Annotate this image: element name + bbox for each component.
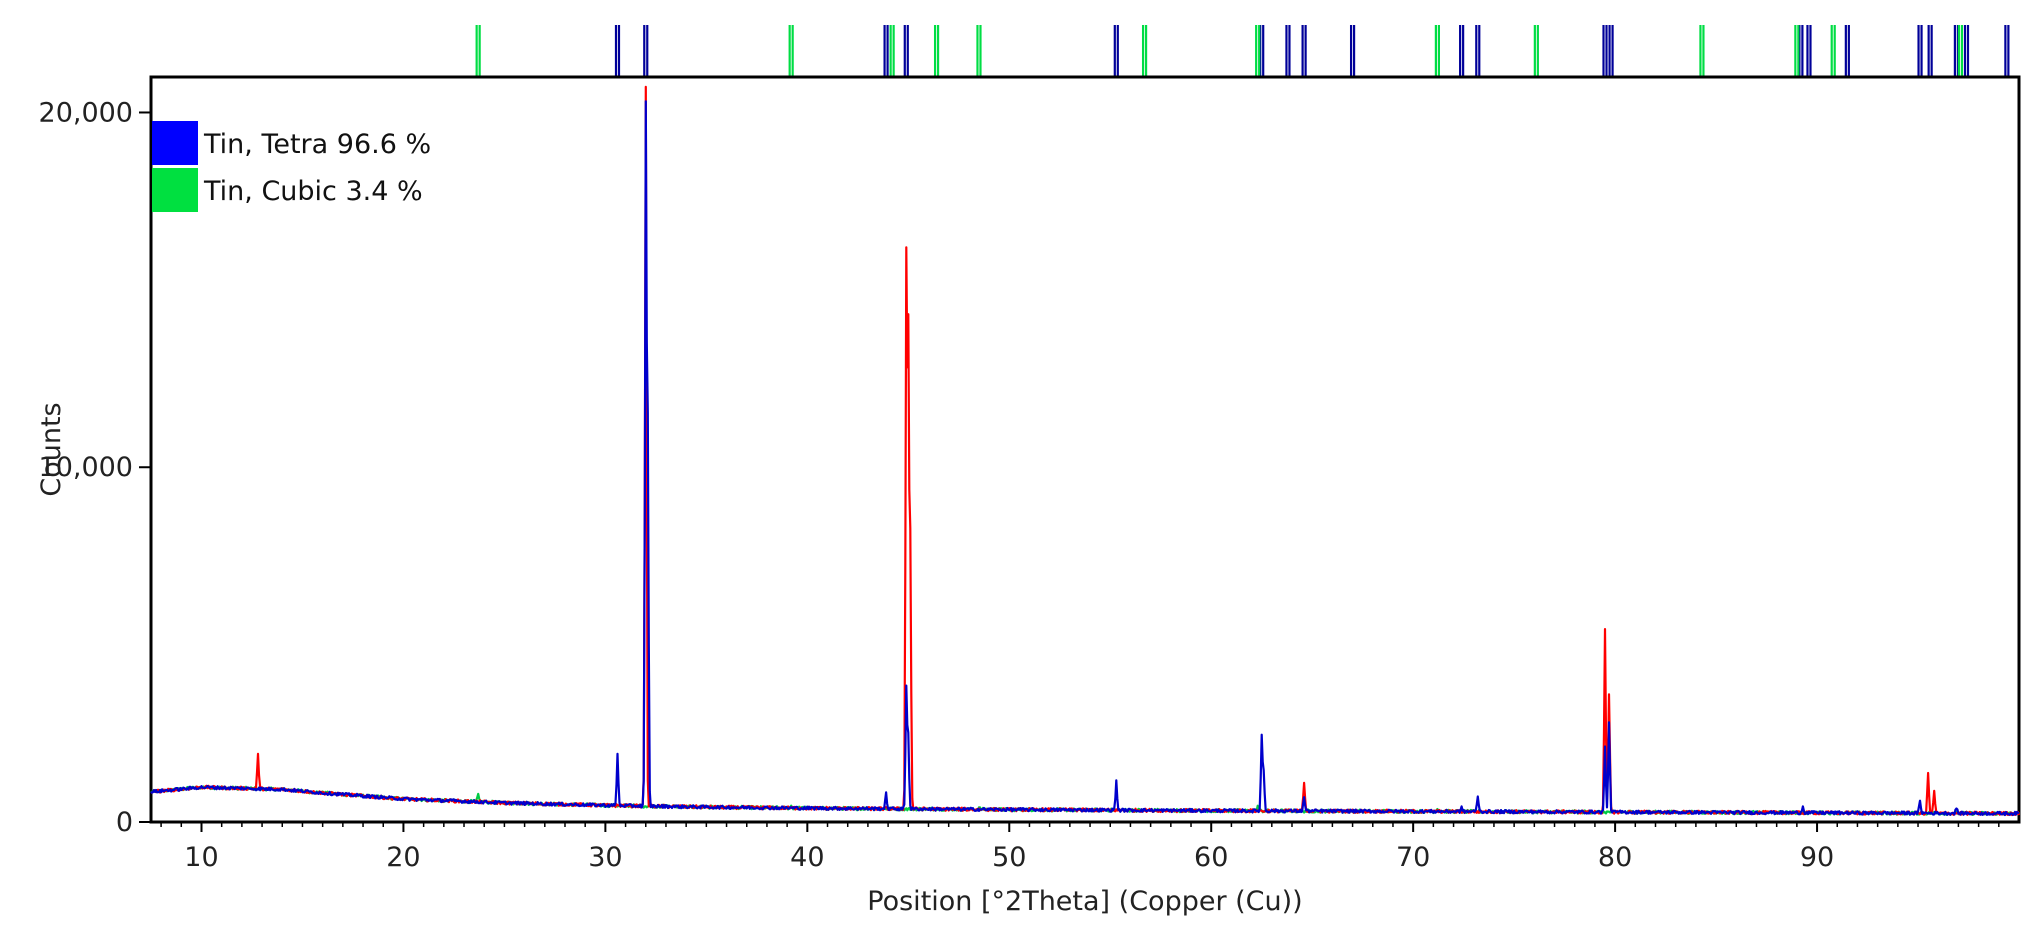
x-axis: 10 20 30 40 50 60 70 80 90 [160,822,2000,873]
x-tick-label: 60 [1194,842,1228,873]
x-tick-label: 20 [386,842,420,873]
y-tick-label: 10,000 [39,452,133,483]
y-axis-title: Counts [36,402,67,496]
legend: Tin, Tetra 96.6 % Tin, Cubic 3.4 % [152,121,431,212]
x-tick-label: 10 [184,842,218,873]
x-tick-label: 90 [1800,842,1834,873]
x-tick-label: 50 [992,842,1026,873]
series-layer [150,85,2021,817]
legend-swatch-cubic [152,168,198,212]
y-axis: 0 10,000 20,000 [39,97,151,838]
reference-pattern-strip [475,25,2010,77]
legend-label-tetra: Tin, Tetra 96.6 % [203,129,431,160]
y-tick-label: 20,000 [39,97,133,128]
series-blue [150,100,2020,817]
x-tick-label: 40 [790,842,824,873]
x-tick-label: 30 [588,842,622,873]
legend-swatch-tetra [152,121,198,165]
x-tick-label: 70 [1396,842,1430,873]
x-tick-label: 80 [1598,842,1632,873]
legend-label-cubic: Tin, Cubic 3.4 % [203,176,423,207]
plot-area [149,75,2021,824]
x-axis-title: Position [°2Theta] (Copper (Cu)) [867,886,1302,917]
y-tick-label: 0 [116,807,133,838]
